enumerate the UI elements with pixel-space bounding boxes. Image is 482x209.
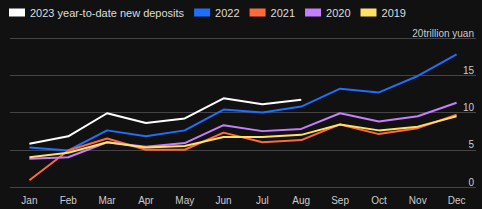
- svg-text:Sep: Sep: [331, 195, 349, 206]
- svg-text:Aug: Aug: [292, 195, 310, 206]
- svg-text:Jan: Jan: [21, 195, 37, 206]
- svg-text:Feb: Feb: [60, 195, 78, 206]
- svg-text:Jun: Jun: [216, 195, 232, 206]
- svg-text:Mar: Mar: [98, 195, 116, 206]
- svg-text:2023 year-to-date new deposits: 2023 year-to-date new deposits: [30, 7, 185, 19]
- svg-text:0: 0: [468, 177, 474, 188]
- svg-text:10: 10: [463, 102, 475, 113]
- svg-text:Oct: Oct: [371, 195, 387, 206]
- svg-text:15: 15: [463, 65, 475, 76]
- svg-text:Dec: Dec: [448, 195, 466, 206]
- svg-text:Jul: Jul: [256, 195, 269, 206]
- svg-text:2020: 2020: [326, 7, 350, 19]
- svg-text:Nov: Nov: [409, 195, 427, 206]
- svg-text:2022: 2022: [215, 7, 239, 19]
- svg-text:May: May: [175, 195, 194, 206]
- svg-text:20trillion yuan: 20trillion yuan: [412, 28, 474, 39]
- svg-text:Apr: Apr: [138, 195, 154, 206]
- svg-text:5: 5: [468, 139, 474, 150]
- svg-text:2021: 2021: [271, 7, 295, 19]
- svg-text:2019: 2019: [382, 7, 406, 19]
